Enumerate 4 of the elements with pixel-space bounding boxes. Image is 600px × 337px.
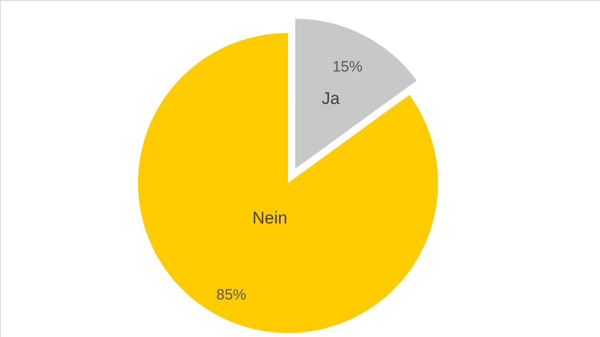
slice-label: Ja (322, 89, 340, 108)
data-label: 15% (332, 58, 362, 76)
data-label: 85% (216, 286, 246, 304)
slice-label: Nein (252, 208, 288, 228)
